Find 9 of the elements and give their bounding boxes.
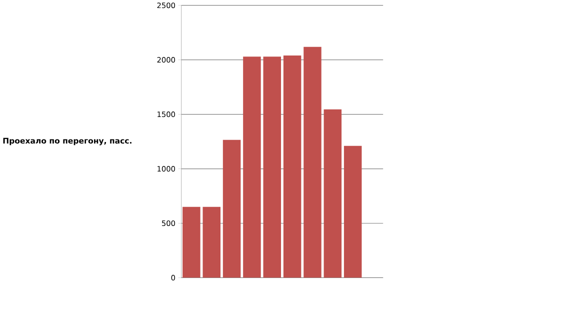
bar	[243, 56, 261, 278]
bar	[182, 207, 200, 278]
bar	[304, 46, 322, 278]
bar	[344, 146, 362, 278]
bar	[283, 56, 302, 278]
bar	[202, 207, 220, 278]
bar	[324, 110, 342, 278]
bar	[222, 140, 241, 278]
bar	[263, 56, 282, 278]
